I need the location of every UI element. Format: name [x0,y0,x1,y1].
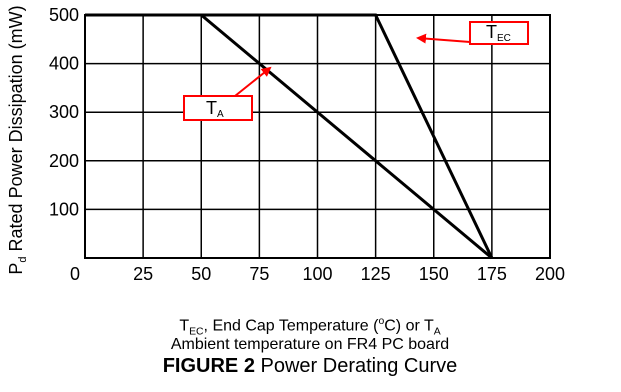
y-tick-label: 100 [49,199,79,219]
derating-curve [85,13,494,259]
figure-caption: FIGURE 2 Power Derating Curve [150,355,470,378]
annotation-arrow [416,33,471,44]
y-tick-label: 400 [49,54,79,74]
annotation-label: TA [206,98,224,120]
annotation-label: TEC [486,22,511,44]
figure-title: Power Derating Curve [254,355,458,377]
annotation-box [469,21,529,45]
x-tick-label: 50 [191,264,211,284]
y-tick-label: 300 [49,102,79,122]
x-tick-label: 175 [477,264,507,284]
derating-curve [85,13,493,260]
y-tick-label: 200 [49,151,79,171]
x-axis-label: TEC, End Cap Temperature (oC) or TA [179,316,441,338]
power-derating-chart: Pd Rated Power Dissipation (mW) 100 200 30… [6,5,565,284]
annotation-box [183,95,253,121]
x-tick-label: 0 [70,264,80,284]
x-tick-label: 100 [302,264,332,284]
y-tick-label: 500 [49,5,79,25]
y-axis-label: Pd Rated Power Dissipation (mW) [6,5,29,274]
x-tick-label: 25 [133,264,153,284]
annotation-arrow [234,66,272,97]
x-tick-label: 200 [535,264,565,284]
x-tick-label: 150 [419,264,449,284]
figure-number: FIGURE 2 [162,355,255,377]
x-tick-label: 75 [249,264,269,284]
x-tick-label: 125 [361,264,391,284]
x-axis-label-line2: Ambient temperature on FR4 PC board [170,336,450,353]
